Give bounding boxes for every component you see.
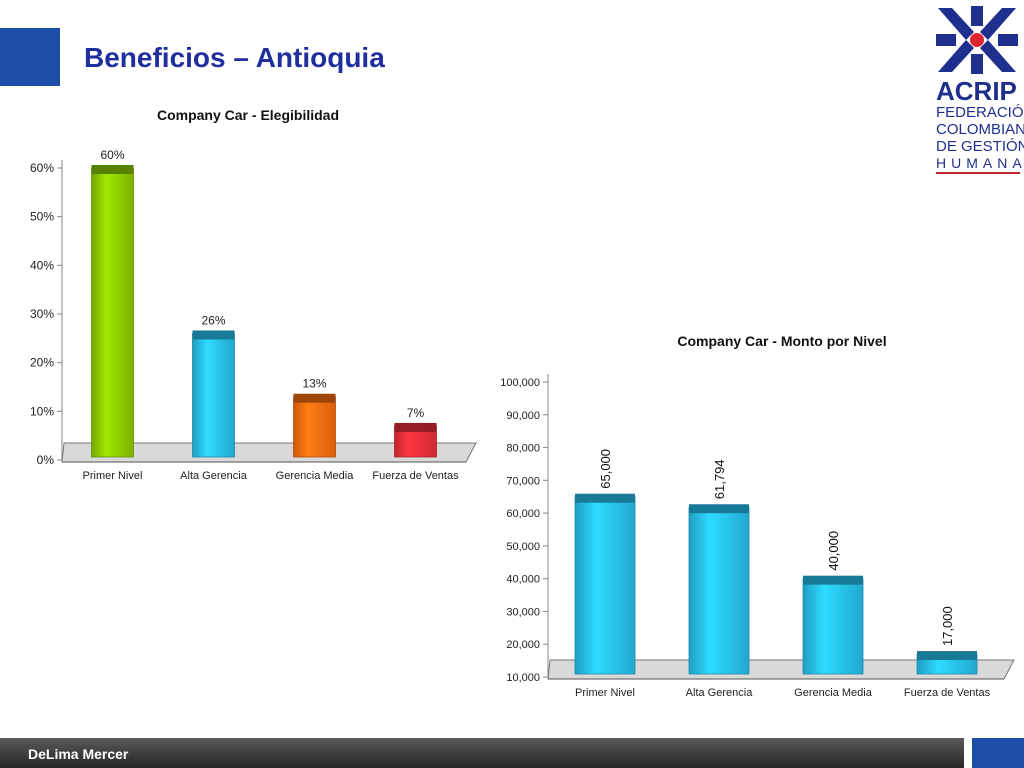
page-title: Beneficios – Antioquia (84, 42, 385, 73)
bar (91, 167, 134, 458)
y-tick-label: 70,000 (506, 475, 540, 487)
acrip-logo-icon (936, 6, 1018, 74)
bar-cap (394, 422, 437, 432)
footer-bar (0, 738, 964, 768)
x-tick-label: Primer Nivel (575, 687, 635, 699)
chart-title-elegibilidad: Company Car - Elegibilidad (156, 107, 340, 123)
data-label: 7% (407, 406, 425, 420)
logo-line-3: DE GESTIÓN (936, 138, 1024, 155)
y-tick-label: 40% (30, 258, 54, 272)
bar-cap (91, 165, 134, 174)
y-tick-label: 100,000 (500, 377, 540, 389)
y-tick-label: 60,000 (506, 508, 540, 520)
accent-square (0, 28, 60, 86)
logo-acronym: ACRIP (936, 76, 1017, 106)
bar (192, 333, 235, 458)
y-tick-label: 80,000 (506, 443, 540, 455)
data-label: 61,794 (712, 459, 727, 499)
bar (574, 496, 636, 675)
x-tick-label: Primer Nivel (83, 470, 143, 482)
bar-cap (192, 330, 235, 340)
x-tick-label: Alta Gerencia (686, 687, 754, 699)
bar-cap (575, 493, 635, 503)
bar (802, 578, 864, 675)
data-label: 40,000 (826, 531, 841, 571)
logo-line-4: HUMANA (936, 155, 1024, 171)
bar-cap (803, 575, 863, 585)
data-label: 65,000 (598, 449, 613, 489)
bar-cap (917, 651, 977, 661)
x-tick-label: Gerencia Media (794, 687, 873, 699)
logo-line-1: FEDERACIÓN (936, 104, 1024, 121)
x-tick-label: Gerencia Media (276, 470, 355, 482)
logo-rule (936, 172, 1020, 174)
data-label: 13% (302, 377, 326, 391)
data-label: 17,000 (940, 606, 955, 646)
y-tick-label: 60% (30, 161, 54, 175)
data-label: 26% (201, 313, 225, 327)
y-tick-label: 50,000 (506, 541, 540, 553)
y-tick-label: 90,000 (506, 410, 540, 422)
chart-title-monto: Company Car - Monto por Nivel (677, 333, 887, 349)
y-tick-label: 20% (30, 356, 54, 370)
y-tick-label: 0% (37, 453, 55, 467)
footer-text: DeLima Mercer (28, 746, 129, 762)
y-tick-label: 10,000 (506, 672, 540, 684)
y-tick-label: 30% (30, 307, 54, 321)
y-tick-label: 30,000 (506, 606, 540, 618)
y-tick-label: 50% (30, 210, 54, 224)
x-tick-label: Fuerza de Ventas (372, 470, 459, 482)
bar-cap (293, 393, 336, 403)
bar (293, 396, 336, 458)
x-tick-label: Alta Gerencia (180, 470, 248, 482)
data-label: 60% (100, 148, 124, 162)
y-tick-label: 10% (30, 404, 54, 418)
bar (688, 506, 750, 675)
y-tick-label: 40,000 (506, 574, 540, 586)
y-tick-label: 20,000 (506, 639, 540, 651)
logo-line-2: COLOMBIANA (936, 121, 1024, 138)
logo-text: ACRIP FEDERACIÓN COLOMBIANA DE GESTIÓN H… (936, 78, 1024, 171)
bar-cap (689, 504, 749, 514)
x-tick-label: Fuerza de Ventas (904, 687, 991, 699)
footer-square (972, 738, 1024, 768)
